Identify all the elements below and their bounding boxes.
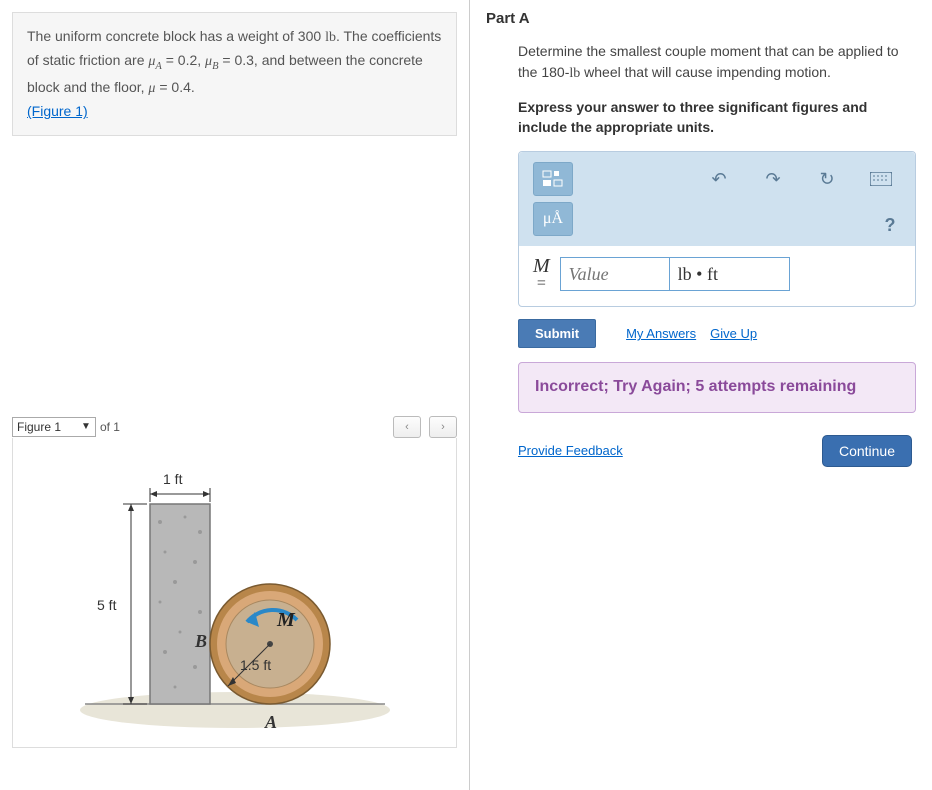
- chevron-down-icon: ▼: [81, 421, 91, 432]
- variable-label: M =: [533, 256, 550, 292]
- continue-button[interactable]: Continue: [822, 435, 912, 467]
- lb-unit: lb: [325, 30, 336, 45]
- radius-label: 1.5 ft: [240, 657, 271, 673]
- variable-m: M: [533, 255, 550, 277]
- figure-area: B M 1.5 ft A 1 ft: [12, 438, 457, 748]
- reset-button[interactable]: ↻: [807, 162, 847, 196]
- templates-button[interactable]: [533, 162, 573, 196]
- reset-icon: ↻: [819, 169, 834, 190]
- undo-button[interactable]: ↶: [699, 162, 739, 196]
- q-lb: lb: [569, 66, 580, 81]
- prev-figure-button[interactable]: ‹: [393, 416, 421, 438]
- value-input[interactable]: [560, 257, 670, 291]
- part-title: Part A: [486, 10, 916, 27]
- keyboard-icon: [870, 172, 892, 186]
- right-panel: Part A Determine the smallest couple mom…: [470, 0, 932, 790]
- provide-feedback-link[interactable]: Provide Feedback: [518, 443, 623, 458]
- figure-dropdown[interactable]: Figure 1 ▼: [12, 417, 96, 437]
- question-text: Determine the smallest couple moment tha…: [486, 41, 916, 84]
- next-figure-button[interactable]: ›: [429, 416, 457, 438]
- units-icon: μÅ: [543, 210, 563, 228]
- give-up-link[interactable]: Give Up: [710, 326, 757, 341]
- height-label: 5 ft: [97, 597, 117, 613]
- point-a-label: A: [264, 712, 277, 732]
- answer-box: μÅ ↶ ↷ ↻ ? M = lb •: [518, 151, 916, 307]
- help-icon: ?: [885, 215, 896, 236]
- redo-icon: ↷: [765, 169, 780, 190]
- width-label: 1 ft: [163, 471, 183, 487]
- feedback-message: Incorrect; Try Again; 5 attempts remaini…: [518, 362, 916, 413]
- problem-text-1: The uniform concrete block has a weight …: [27, 28, 325, 44]
- answer-toolbar: μÅ ↶ ↷ ↻ ?: [519, 152, 915, 246]
- q-text-2: wheel that will cause impending motion.: [580, 64, 831, 80]
- left-panel: The uniform concrete block has a weight …: [0, 0, 470, 790]
- answer-instruction: Express your answer to three significant…: [486, 98, 916, 137]
- equals-sign: =: [533, 276, 550, 292]
- eq-floor: = 0.4.: [155, 79, 194, 95]
- chevron-right-icon: ›: [441, 421, 445, 433]
- chevron-left-icon: ‹: [405, 421, 409, 433]
- bottom-actions: Provide Feedback Continue: [518, 435, 916, 467]
- undo-icon: ↶: [711, 169, 726, 190]
- eq-a: = 0.2,: [162, 52, 205, 68]
- submit-row: Submit My Answers Give Up: [518, 319, 916, 348]
- units-input[interactable]: lb • ft: [670, 257, 790, 291]
- figure-link[interactable]: (Figure 1): [27, 103, 88, 119]
- moment-label: M: [276, 609, 296, 631]
- submit-button[interactable]: Submit: [518, 319, 596, 348]
- units-button[interactable]: μÅ: [533, 202, 573, 236]
- help-button[interactable]: ?: [879, 214, 901, 236]
- units-value: lb • ft: [678, 264, 718, 285]
- problem-statement: The uniform concrete block has a weight …: [12, 12, 457, 136]
- keyboard-button[interactable]: [861, 162, 901, 196]
- templates-icon: [542, 170, 564, 188]
- figure-diagram: B M 1.5 ft A 1 ft: [55, 452, 415, 742]
- redo-button[interactable]: ↷: [753, 162, 793, 196]
- figure-count: of 1: [100, 420, 120, 434]
- answer-input-row: M = lb • ft: [519, 246, 915, 292]
- figure-header: Figure 1 ▼ of 1 ‹ ›: [12, 416, 457, 438]
- point-b-label: B: [194, 631, 207, 651]
- figure-label: Figure 1: [17, 420, 61, 434]
- my-answers-link[interactable]: My Answers: [626, 326, 696, 341]
